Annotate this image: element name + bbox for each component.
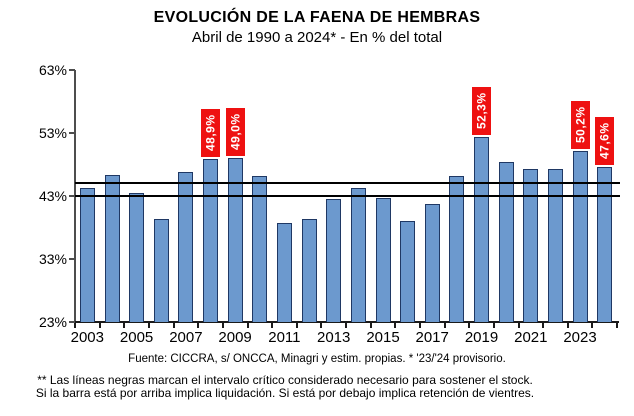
bar-2024 — [597, 167, 613, 322]
bar-2012 — [301, 219, 317, 322]
x-tick-12 — [369, 323, 372, 328]
footnote-line-1: ** Las líneas negras marcan el intervalo… — [37, 373, 533, 387]
y-tick-label-23: 23% — [38, 314, 67, 330]
x-tick-1 — [98, 323, 101, 328]
bar-2006 — [153, 219, 169, 322]
x-label-2023: 2023 — [563, 329, 597, 346]
x-tick-6 — [221, 323, 224, 328]
x-tick-17 — [492, 323, 495, 328]
x-label-2021: 2021 — [514, 329, 548, 346]
x-axis-line — [74, 321, 619, 323]
x-tick-4 — [172, 323, 175, 328]
x-label-2003: 2003 — [70, 329, 104, 346]
bar-2018 — [449, 175, 465, 322]
x-label-2013: 2013 — [317, 329, 351, 346]
chart-subtitle: Abril de 1990 a 2024* - En % del total — [191, 29, 443, 46]
bar-2023 — [572, 150, 588, 322]
y-tick-label-53: 53% — [38, 125, 67, 141]
source-note: Fuente: CICCRA, s/ ONCCA, Minagri y esti… — [128, 353, 506, 365]
bar-2004 — [104, 175, 120, 322]
x-tick-3 — [147, 323, 150, 328]
x-tick-20 — [566, 323, 569, 328]
bar-2021 — [523, 168, 539, 322]
bar-2003 — [79, 188, 95, 322]
chart-title: EVOLUCIÓN DE LA FAENA DE HEMBRAS — [153, 9, 481, 26]
x-label-2009: 2009 — [218, 329, 252, 346]
x-tick-21 — [591, 323, 594, 328]
data-label-2008: 48,9% — [201, 108, 220, 157]
x-label-2019: 2019 — [464, 329, 499, 346]
data-label-2019: 52,3% — [472, 87, 491, 136]
y-tick-63 — [69, 69, 75, 71]
x-tick-0 — [74, 323, 76, 328]
x-tick-16 — [468, 323, 471, 328]
x-tick-11 — [345, 323, 347, 328]
bar-2016 — [400, 220, 416, 322]
x-tick-15 — [443, 323, 446, 328]
x-tick-9 — [295, 323, 298, 328]
data-label-2023: 50,2% — [570, 100, 590, 149]
bar-2009 — [227, 158, 243, 322]
x-label-2007: 2007 — [169, 329, 203, 346]
bar-2020 — [498, 162, 514, 322]
x-tick-18 — [517, 323, 520, 328]
bar-2005 — [129, 192, 145, 322]
x-tick-13 — [394, 323, 397, 328]
y-tick-33 — [69, 258, 75, 260]
y-tick-53 — [69, 132, 75, 134]
x-tick-8 — [271, 323, 274, 328]
footnote-line-2: Si la barra está por arriba implica liqu… — [35, 386, 535, 401]
x-tick-2 — [123, 323, 126, 328]
x-tick-5 — [197, 323, 200, 328]
plot-area: 48,9% 49,0% 52,3% 50,2% 47,6% — [75, 70, 620, 322]
y-tick-23 — [69, 321, 75, 323]
x-tick-10 — [320, 323, 323, 328]
bar-2010 — [252, 175, 268, 322]
bar-2019 — [474, 137, 489, 322]
bar-2011 — [276, 223, 292, 322]
x-tick-22 — [616, 323, 618, 328]
data-label-2009: 49,0% — [225, 108, 245, 157]
bar-2014 — [350, 188, 366, 322]
x-label-2011: 2011 — [268, 329, 301, 346]
bar-2022 — [547, 168, 563, 322]
bar-2013 — [326, 199, 342, 322]
footnote: ** Las líneas negras marcan el intervalo… — [2, 373, 568, 401]
y-tick-label-43: 43% — [38, 188, 67, 204]
x-tick-7 — [246, 323, 249, 328]
x-label-2017: 2017 — [415, 329, 449, 346]
bar-2007 — [178, 172, 194, 322]
data-label-2024: 47,6% — [595, 117, 615, 165]
y-tick-43 — [69, 195, 75, 197]
reference-line-43 — [75, 195, 620, 197]
bar-2015 — [375, 197, 391, 322]
bar-2008 — [203, 158, 218, 322]
reference-line-45 — [75, 182, 620, 185]
y-tick-label-63: 63% — [38, 62, 67, 78]
x-tick-14 — [418, 323, 421, 328]
y-tick-label-33: 33% — [38, 251, 67, 267]
x-label-2005: 2005 — [119, 329, 154, 346]
x-tick-19 — [542, 323, 545, 328]
bar-2017 — [424, 203, 440, 322]
x-label-2015: 2015 — [366, 329, 400, 346]
